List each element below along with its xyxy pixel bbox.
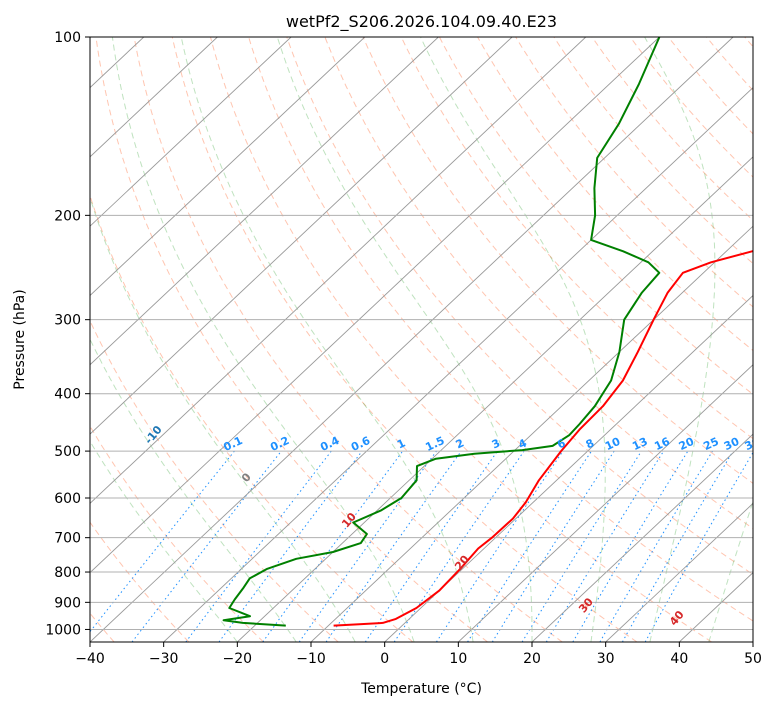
moist-adiabat [90, 440, 238, 642]
background-lines [90, 37, 753, 642]
dry-adiabat [171, 37, 638, 642]
dry-adiabat [438, 37, 753, 395]
isotherm [90, 37, 734, 642]
plot-frame [89, 36, 754, 643]
plot-area: -100-90-80-70-60-50-40-30-20-10010203040… [90, 37, 763, 642]
dry-adiabat [133, 37, 563, 642]
x-tick-label: 40 [670, 651, 688, 667]
mixing-ratio-line [521, 450, 642, 642]
moist-adiabat [420, 37, 606, 642]
in-plot-labels: -100-90-80-70-60-50-40-30-20-10010203040… [142, 423, 763, 628]
y-tick-label: 500 [54, 444, 81, 460]
dry-adiabat [667, 37, 753, 135]
moist-adiabat [90, 195, 356, 642]
dry-adiabat [90, 521, 190, 642]
isotherm [90, 37, 218, 158]
isotherm [90, 37, 660, 574]
isotherm [90, 37, 439, 366]
dry-adiabat [477, 37, 753, 352]
mixing-ratio-line [467, 450, 592, 642]
y-tick-label: 200 [54, 208, 81, 224]
x-tick-label: 50 [744, 651, 762, 667]
dry-adiabat [400, 37, 753, 440]
isotherm [90, 37, 513, 435]
dry-adiabat [248, 37, 753, 622]
dry-adiabat [515, 37, 753, 308]
y-tick-label: 900 [54, 595, 81, 611]
temperature-line [333, 250, 753, 627]
mixing-ratio-label: 25 [701, 435, 720, 453]
isotherm [236, 156, 753, 642]
isotherm [605, 502, 753, 642]
y-tick-label: 1000 [45, 622, 81, 638]
isotherm [531, 433, 753, 642]
dry-adiabat [324, 37, 753, 530]
x-tick-label: −10 [296, 651, 326, 667]
isotherm [457, 364, 753, 642]
mixing-ratio-line [435, 450, 564, 642]
y-tick-label: 600 [54, 491, 81, 507]
moist-adiabat [276, 37, 533, 642]
y-tick-label: 100 [54, 30, 81, 46]
isotherm [90, 37, 587, 505]
dewpoint-line [222, 37, 661, 627]
mixing-ratio-label: 20 [677, 435, 697, 453]
mixing-ratio-line [298, 450, 437, 642]
y-tick-label: 800 [54, 565, 81, 581]
dry-adiabat [90, 319, 339, 642]
x-tick-label: −30 [149, 651, 179, 667]
mixing-ratio-label: 30 [722, 435, 742, 453]
isotherm [163, 86, 753, 642]
mixing-ratio-label: 10 [603, 435, 623, 453]
y-axis-label: Pressure (hPa) [12, 289, 28, 389]
mixing-ratio-line [364, 450, 498, 642]
y-tick-label: 300 [54, 313, 81, 329]
moist-adiabat [644, 37, 716, 642]
isotherm [90, 37, 366, 297]
isotherm [310, 225, 753, 642]
mixing-ratio-line [545, 450, 665, 642]
x-tick-label: −20 [223, 651, 253, 667]
mixing-ratio-line [599, 450, 714, 642]
mixing-ratio-label: 36 [743, 435, 763, 453]
mixing-ratio-line [185, 450, 332, 642]
moist-adiabat [111, 37, 415, 642]
mixing-ratio-label: 16 [652, 435, 672, 453]
dry-adiabat [209, 37, 712, 642]
y-axis-ticks: 100 200 300 400 500 600 700 800 900 1000 [45, 30, 90, 638]
isotherm [90, 37, 292, 227]
mixing-ratio-line [491, 450, 615, 642]
dry-adiabat [629, 37, 753, 178]
y-tick-label: 400 [54, 387, 81, 403]
isotherm [384, 294, 753, 642]
x-tick-label: −40 [75, 651, 105, 667]
mixing-ratio-line [90, 450, 235, 633]
moist-adiabat [180, 37, 474, 642]
moist-adiabat [708, 499, 753, 642]
series-lines [222, 37, 753, 627]
mixing-ratio-line [572, 450, 689, 642]
chart-title: wetPf2_S206.2026.104.09.40.E23 [286, 12, 557, 32]
x-tick-label: 10 [449, 651, 467, 667]
grid-lines [90, 37, 753, 642]
dry-adiabat [362, 37, 753, 484]
x-axis-label: Temperature (°C) [360, 681, 482, 697]
x-axis-ticks: −40 −30 −20 −10 0 10 20 30 40 50 [75, 642, 762, 667]
x-tick-label: 30 [597, 651, 615, 667]
dry-adiabat [553, 37, 753, 265]
y-tick-label: 700 [54, 531, 81, 547]
moist-adiabat [90, 338, 297, 642]
mixing-ratio-line [325, 450, 462, 642]
mixing-ratio-label: 13 [630, 435, 649, 453]
x-tick-label: 0 [380, 651, 389, 667]
x-tick-label: 20 [523, 651, 541, 667]
dry-adiabat [90, 194, 414, 642]
